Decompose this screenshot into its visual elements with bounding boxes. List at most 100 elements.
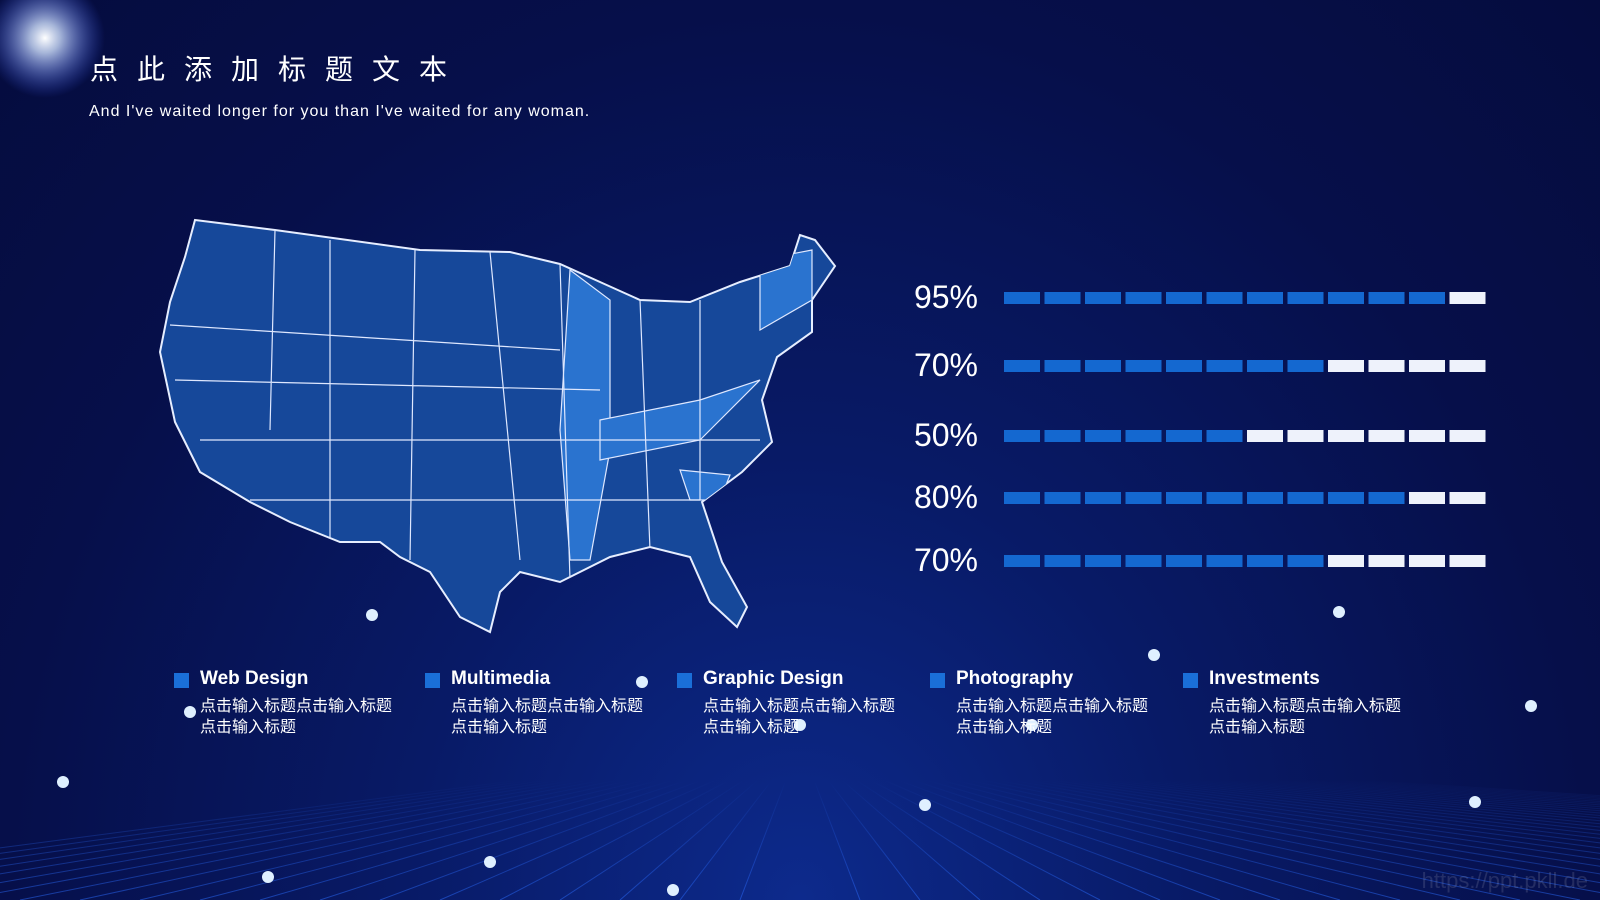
- feature-item: Multimedia 点击输入标题点击输入标题点击输入标题: [425, 668, 661, 738]
- bar-segment-filled: [1166, 360, 1202, 372]
- bar-segment-filled: [1004, 360, 1040, 372]
- bar-segment-filled: [1368, 492, 1405, 504]
- percent-label: 70%: [913, 542, 978, 578]
- bar-segment-filled: [1409, 292, 1445, 304]
- bar-segment-filled: [1125, 292, 1162, 304]
- light-dot: [184, 706, 196, 718]
- light-dot: [1525, 700, 1537, 712]
- bar-segment-filled: [1044, 292, 1081, 304]
- bar-segment-empty: [1368, 360, 1405, 372]
- watermark: https://ppt.pkll.de: [1421, 868, 1588, 893]
- bar-segment-empty: [1368, 555, 1405, 567]
- bar-segment-filled: [1166, 292, 1202, 304]
- item-title: Photography: [930, 668, 1166, 690]
- bar-segment-filled: [1206, 292, 1243, 304]
- item-text: 点击输入标题点击输入标题点击输入标题: [703, 698, 896, 736]
- bar-segment-filled: [1206, 360, 1243, 372]
- percent-label: 50%: [913, 417, 978, 453]
- bar-segment-filled: [1004, 555, 1040, 567]
- bar-segment-filled: [1206, 555, 1243, 567]
- percent-label: 95%: [913, 279, 978, 315]
- bar-segment-empty: [1409, 555, 1445, 567]
- bar-segment-empty: [1449, 292, 1486, 304]
- light-dot: [794, 719, 806, 731]
- feature-item: Graphic Design 点击输入标题点击输入标题点击输入标题: [677, 668, 913, 738]
- item-title: Graphic Design: [677, 668, 913, 690]
- bar-segment-empty: [1247, 430, 1283, 442]
- bar-segment-empty: [1409, 430, 1445, 442]
- bar-segment-filled: [1085, 360, 1121, 372]
- light-dot: [667, 884, 679, 896]
- slide-title: 点此添加标题文本: [90, 54, 467, 85]
- bar-segment-empty: [1328, 430, 1364, 442]
- percent-label: 70%: [913, 347, 978, 383]
- bar-segment-filled: [1368, 292, 1405, 304]
- bar-segment-filled: [1328, 292, 1364, 304]
- bar-segment-empty: [1449, 492, 1486, 504]
- bar-segment-empty: [1368, 430, 1405, 442]
- bar-segment-empty: [1328, 555, 1364, 567]
- bar-segment-filled: [1044, 360, 1081, 372]
- bar-segment-empty: [1287, 430, 1324, 442]
- bar-segment-filled: [1125, 360, 1162, 372]
- bar-segment-filled: [1085, 430, 1121, 442]
- light-dot: [1469, 796, 1481, 808]
- item-title: Multimedia: [425, 668, 661, 690]
- bar-segment-empty: [1449, 360, 1486, 372]
- light-dot: [484, 856, 496, 868]
- bar-segment-empty: [1409, 492, 1445, 504]
- bar-segment-filled: [1287, 492, 1324, 504]
- bar-segment-filled: [1247, 492, 1283, 504]
- bar-segment-filled: [1166, 555, 1202, 567]
- feature-item: Investments 点击输入标题点击输入标题点击输入标题: [1183, 668, 1419, 738]
- bar-segment-filled: [1287, 292, 1324, 304]
- slide-subtitle: And I've waited longer for you than I've…: [89, 103, 591, 120]
- light-dot: [366, 609, 378, 621]
- bar-segment-filled: [1085, 292, 1121, 304]
- light-dot: [1333, 606, 1345, 618]
- light-dot: [919, 799, 931, 811]
- bar-segment-empty: [1449, 555, 1486, 567]
- bar-segment-filled: [1004, 292, 1040, 304]
- light-dot: [57, 776, 69, 788]
- bar-segment-filled: [1044, 430, 1081, 442]
- bar-segment-filled: [1247, 292, 1283, 304]
- percent-label: 80%: [913, 479, 978, 515]
- bar-segment-filled: [1287, 555, 1324, 567]
- bar-segment-filled: [1166, 430, 1202, 442]
- bar-segment-filled: [1085, 555, 1121, 567]
- bar-segment-filled: [1125, 430, 1162, 442]
- item-title: Investments: [1183, 668, 1419, 690]
- light-dot: [1148, 649, 1160, 661]
- bar-segment-empty: [1409, 360, 1445, 372]
- bar-segment-filled: [1166, 492, 1202, 504]
- bar-segment-filled: [1287, 360, 1324, 372]
- item-text: 点击输入标题点击输入标题点击输入标题: [451, 698, 644, 736]
- bar-segment-filled: [1044, 555, 1081, 567]
- item-text: 点击输入标题点击输入标题点击输入标题: [956, 698, 1149, 736]
- light-dot: [636, 676, 648, 688]
- bar-segment-filled: [1206, 430, 1243, 442]
- bar-segment-filled: [1206, 492, 1243, 504]
- bar-segment-filled: [1044, 492, 1081, 504]
- bar-segment-filled: [1125, 492, 1162, 504]
- bar-segment-filled: [1247, 555, 1283, 567]
- light-dot: [262, 871, 274, 883]
- item-text: 点击输入标题点击输入标题点击输入标题: [200, 698, 393, 736]
- item-text: 点击输入标题点击输入标题点击输入标题: [1209, 698, 1402, 736]
- bar-segment-empty: [1449, 430, 1486, 442]
- light-dot: [1026, 719, 1038, 731]
- bar-segment-filled: [1247, 360, 1283, 372]
- bar-segment-filled: [1085, 492, 1121, 504]
- feature-item: Web Design 点击输入标题点击输入标题点击输入标题: [174, 668, 410, 738]
- bar-segment-empty: [1328, 360, 1364, 372]
- item-title: Web Design: [174, 668, 410, 690]
- feature-item: Photography 点击输入标题点击输入标题点击输入标题: [930, 668, 1166, 738]
- bar-segment-filled: [1125, 555, 1162, 567]
- bar-segment-filled: [1328, 492, 1364, 504]
- bar-segment-filled: [1004, 492, 1040, 504]
- bar-segment-filled: [1004, 430, 1040, 442]
